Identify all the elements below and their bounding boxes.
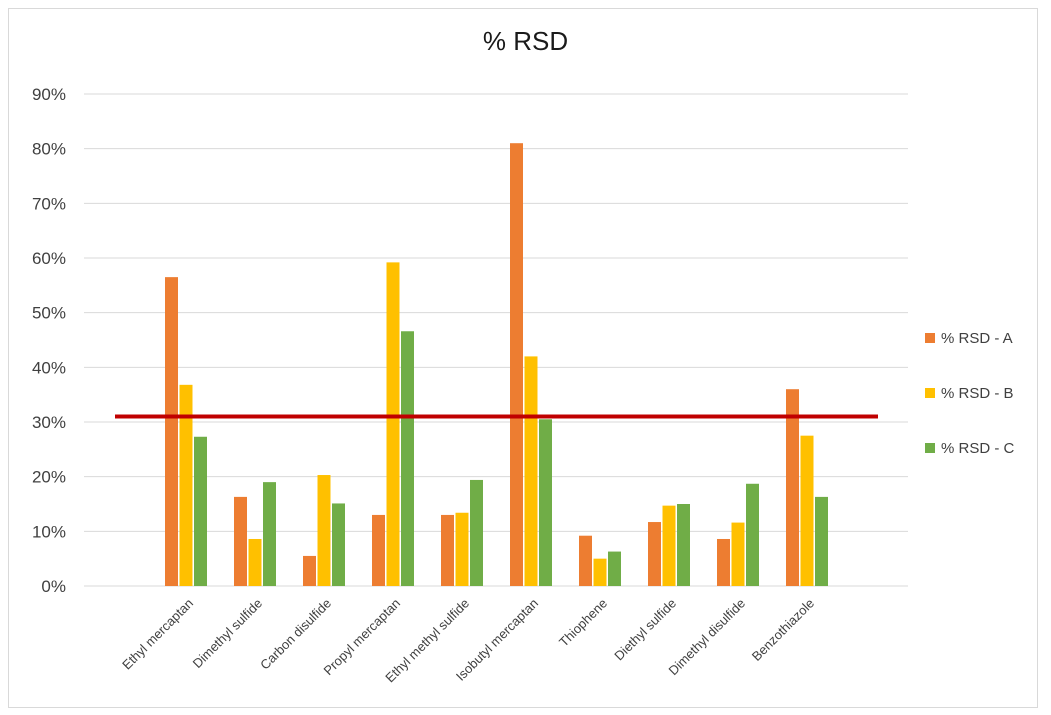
bar-b — [731, 522, 745, 586]
legend-swatch-b — [925, 388, 935, 398]
legend-item-a: % RSD - A — [925, 328, 1045, 348]
x-tick-label: Ethyl mercaptan — [119, 596, 196, 673]
bar-c — [263, 482, 276, 586]
y-tick-label: 40% — [32, 358, 66, 377]
bar-a — [648, 522, 661, 586]
legend-swatch-a — [925, 333, 935, 343]
bar-a — [303, 555, 316, 586]
bar-a — [372, 514, 385, 586]
legend-item-c: % RSD - C — [925, 438, 1045, 458]
y-tick-label: 70% — [32, 194, 66, 213]
bar-b — [800, 435, 814, 586]
bar-a — [234, 496, 247, 586]
legend-swatch-c — [925, 443, 935, 453]
y-tick-label: 30% — [32, 413, 66, 432]
y-tick-label: 10% — [32, 522, 66, 541]
y-tick-label: 20% — [32, 468, 66, 487]
bar-c — [401, 331, 414, 586]
bar-a — [165, 277, 178, 586]
bar-b — [386, 262, 400, 586]
x-tick-label: Benzothiazole — [749, 596, 817, 664]
y-axis-tick-labels: 0% 10% 20% 30% 40% 50% 60% 70% 80% 90% — [32, 85, 66, 596]
y-tick-label: 0% — [41, 577, 66, 596]
bar-c — [677, 504, 690, 586]
bar-c — [815, 496, 828, 586]
bar-a — [717, 538, 730, 586]
bar-a — [786, 389, 799, 586]
bar-b — [179, 384, 193, 586]
bar-b — [662, 505, 676, 586]
bar-a — [441, 514, 454, 586]
bar-c — [194, 436, 207, 586]
bar-b — [317, 475, 331, 586]
bar-b — [248, 538, 262, 586]
bar-b — [524, 356, 538, 586]
bar-a — [510, 143, 523, 586]
y-tick-label: 80% — [32, 140, 66, 159]
legend-item-b: % RSD - B — [925, 383, 1045, 403]
x-tick-label: Diethyl sulfide — [611, 596, 679, 664]
chart-title: % RSD — [482, 26, 569, 56]
x-tick-label: Carbon disulfide — [257, 596, 334, 673]
bar-c — [470, 479, 483, 586]
legend-label-a: % RSD - A — [941, 329, 1013, 347]
bar-b — [593, 558, 607, 586]
legend-label-c: % RSD - C — [941, 439, 1015, 457]
x-tick-label: Thiophene — [556, 596, 610, 650]
legend-label-b: % RSD - B — [941, 384, 1014, 402]
bar-c — [332, 503, 345, 586]
y-tick-label: 60% — [32, 249, 66, 268]
bar-b — [455, 512, 469, 586]
bar-c — [746, 483, 759, 586]
bar-c — [539, 419, 552, 586]
bar-c — [608, 551, 621, 586]
y-tick-label: 50% — [32, 304, 66, 323]
x-tick-label: Dimethyl disulfide — [665, 596, 748, 679]
bars — [165, 143, 828, 586]
bar-a — [579, 535, 592, 586]
legend: % RSD - A % RSD - B % RSD - C — [925, 328, 1045, 493]
y-tick-label: 90% — [32, 85, 66, 104]
gridlines — [84, 93, 908, 587]
x-tick-label: Dimethyl sulfide — [190, 596, 265, 671]
